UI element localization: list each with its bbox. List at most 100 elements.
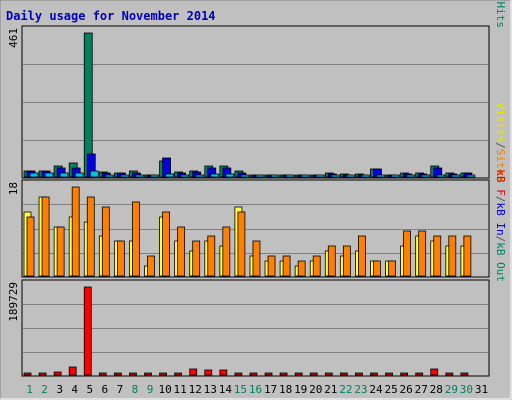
day-label-27: 27 <box>415 383 428 396</box>
bar-sites-day-24 <box>373 260 381 277</box>
bar-pages-day-28 <box>436 174 446 178</box>
bar-kb-f-day-1 <box>23 372 32 376</box>
bar-sites-day-8 <box>132 201 140 277</box>
day-label-25: 25 <box>384 383 397 396</box>
bar-sites-day-5 <box>86 196 95 277</box>
bar-pages-day-20 <box>315 174 325 178</box>
bar-kb-f-day-8 <box>129 372 137 376</box>
day-label-15: 15 <box>234 383 247 396</box>
bar-kb-f-day-7 <box>113 372 122 376</box>
bar-sites-day-10 <box>162 211 170 277</box>
legend-part: / <box>494 142 507 149</box>
y-max-label: 189729 <box>7 282 20 322</box>
day-label-19: 19 <box>294 383 307 396</box>
bar-kb-f-day-3 <box>53 371 62 376</box>
bar-pages-day-22 <box>345 174 355 178</box>
day-label-23: 23 <box>354 383 367 396</box>
bar-kb-f-day-29 <box>445 372 454 376</box>
legend-part: Sites <box>494 149 507 182</box>
legend-part: kB In <box>494 203 507 236</box>
day-label-2: 2 <box>41 383 48 396</box>
bar-pages-day-8 <box>135 174 144 178</box>
day-label-17: 17 <box>264 383 277 396</box>
day-label-28: 28 <box>430 383 443 396</box>
bar-kb-f-day-13 <box>204 369 213 376</box>
bar-sites-day-3 <box>56 226 65 277</box>
bar-sites-day-2 <box>41 196 50 277</box>
bar-kb-f-day-28 <box>430 368 439 376</box>
series-legend-label: Pages/Files/Hits <box>494 0 507 28</box>
legend-part: Visits <box>494 103 507 143</box>
day-label-8: 8 <box>132 383 139 396</box>
bar-pages-day-29 <box>451 174 461 178</box>
legend-part: / <box>494 0 507 2</box>
day-label-14: 14 <box>219 383 233 396</box>
day-label-12: 12 <box>189 383 202 396</box>
bar-pages-day-27 <box>421 174 431 178</box>
bar-sites-day-11 <box>177 226 186 277</box>
bar-kb-f-day-17 <box>264 372 273 376</box>
bar-pages-day-19 <box>300 174 310 178</box>
bar-pages-day-21 <box>330 174 340 178</box>
bar-pages-day-6 <box>104 174 114 178</box>
day-label-6: 6 <box>102 383 109 396</box>
bar-pages-day-15 <box>240 174 250 178</box>
day-label-22: 22 <box>339 383 352 396</box>
bar-sites-day-29 <box>448 235 457 277</box>
bar-sites-day-15 <box>237 211 246 277</box>
day-label-20: 20 <box>309 383 322 396</box>
bar-sites-day-13 <box>207 235 216 277</box>
bar-kb-f-day-25 <box>385 372 393 376</box>
bar-pages-day-12 <box>195 174 205 178</box>
day-label-1: 1 <box>26 383 33 396</box>
bar-sites-day-12 <box>192 240 201 277</box>
bar-kb-f-day-10 <box>159 372 167 376</box>
bar-sites-day-30 <box>463 235 472 277</box>
day-label-13: 13 <box>204 383 217 396</box>
day-label-29: 29 <box>445 383 458 396</box>
day-label-30: 30 <box>460 383 473 396</box>
bar-pages-day-24 <box>376 174 385 178</box>
bar-sites-day-9 <box>147 255 155 277</box>
bar-kb-f-day-23 <box>355 372 363 376</box>
bar-sites-day-23 <box>358 235 366 277</box>
chart-panel-1: 461 Pages/Files/Hits <box>7 0 507 179</box>
bar-sites-day-22 <box>342 245 351 277</box>
bar-pages-day-2 <box>44 172 54 178</box>
bar-pages-day-30 <box>466 174 476 178</box>
bar-kb-f-day-18 <box>279 372 288 376</box>
day-label-5: 5 <box>86 383 93 396</box>
day-label-11: 11 <box>174 383 187 396</box>
bar-pages-day-5 <box>89 170 99 178</box>
bar-sites-day-1 <box>26 216 35 277</box>
day-label-18: 18 <box>279 383 292 396</box>
day-label-21: 21 <box>324 383 337 396</box>
legend-part: Hits <box>494 2 507 29</box>
bar-pages-day-23 <box>361 174 370 178</box>
bar-kb-f-day-21 <box>324 372 333 376</box>
bar-pages-day-4 <box>74 172 84 178</box>
day-labels: 1 2 3 4 5 6 7 8 9 10 11 12 13 14 15 16 17 18 19 20 21 22 23 24 2… <box>26 383 488 396</box>
day-label-16: 16 <box>249 383 262 396</box>
bar-kb-f-day-24 <box>370 372 378 376</box>
legend-part: / <box>494 236 507 243</box>
day-label-7: 7 <box>117 383 124 396</box>
bar-pages-day-7 <box>119 174 129 178</box>
day-label-9: 9 <box>147 383 154 396</box>
bar-sites-day-17 <box>267 255 276 277</box>
bar-sites-day-7 <box>116 240 125 277</box>
legend-part: kB Out <box>494 242 507 282</box>
bar-sites-day-19 <box>297 260 306 277</box>
bar-pages-day-13 <box>210 173 220 178</box>
day-label-24: 24 <box>369 383 383 396</box>
bar-sites-day-14 <box>222 226 231 277</box>
bar-kb-f-day-2 <box>38 372 47 376</box>
day-label-4: 4 <box>71 383 78 396</box>
bar-kb-f-day-16 <box>249 372 258 376</box>
bar-pages-day-26 <box>406 174 416 178</box>
legend-part: / <box>494 196 507 203</box>
bar-pages-day-1 <box>29 172 39 178</box>
day-label-3: 3 <box>56 383 63 396</box>
